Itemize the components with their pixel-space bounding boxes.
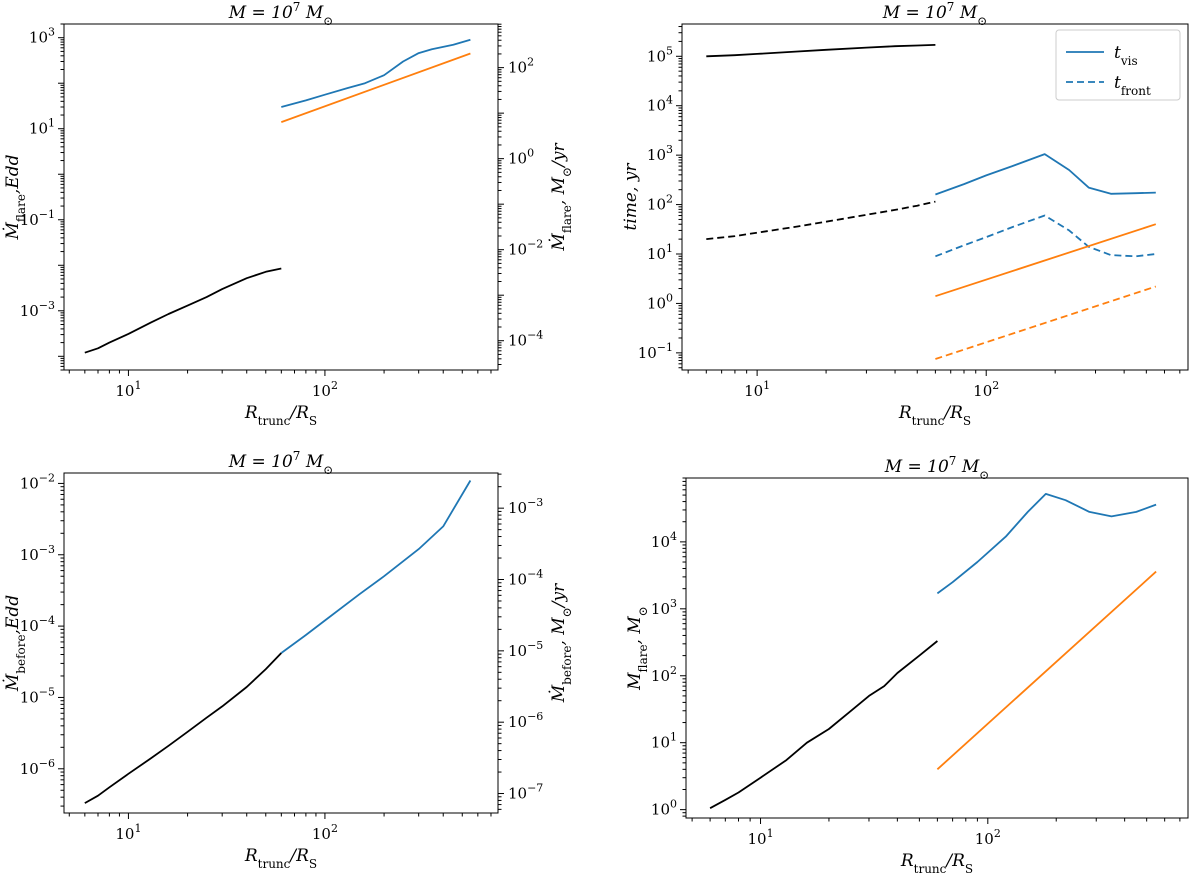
y-tick-label: 103 (651, 597, 677, 618)
y2-tick-label: 10−7 (508, 782, 543, 803)
series-black-solid (706, 44, 936, 58)
series-t_vis (935, 153, 1156, 196)
y-tick-label: 102 (647, 193, 673, 214)
chart-title: M = 107 M⊙ (884, 454, 990, 482)
y-tick-label: 103 (29, 26, 55, 47)
x-tick-label: 101 (115, 822, 141, 843)
x-axis-label: Rtrunc/RS (900, 851, 973, 876)
chart-tr: 101 102 10−1 100 101 102 103 104 105 M = 107 M⊙ Rt… (621, 0, 1189, 428)
y-tick-label: 101 (29, 117, 55, 138)
legend-label: tfront (1114, 73, 1151, 98)
y2-tick-label: 102 (508, 56, 534, 77)
series-orange-dashed (935, 285, 1157, 360)
y2-axis-label: Ṁflare, M⊙/yr (548, 143, 574, 252)
legend: tvis tfront (1055, 29, 1181, 101)
y-tick-label: 10−2 (20, 471, 55, 492)
series-black (84, 652, 282, 804)
axes-frame (685, 477, 1189, 819)
y2-tick-label: 10−4 (508, 329, 543, 350)
x-tick-label: 102 (973, 379, 999, 400)
x-axis-label: Rtrunc/RS (898, 403, 971, 428)
chart-title: M = 107 M⊙ (228, 449, 334, 477)
y-tick-label: 104 (651, 530, 677, 551)
axes-frame (63, 23, 499, 371)
x-tick-label: 101 (744, 379, 770, 400)
series-black (84, 267, 282, 354)
x-axis-label: Rtrunc/RS (244, 846, 317, 871)
chart-title: M = 107 M⊙ (882, 0, 988, 28)
chart-bl: 101 102 10−6 10−5 10−4 10−3 10−2 10−7 10−6 10−5 10… (2, 449, 574, 871)
y2-tick-label: 10−6 (508, 710, 543, 731)
x-tick-label: 102 (975, 827, 1001, 848)
series-blue (281, 38, 471, 108)
y-tick-label: 105 (647, 44, 673, 65)
x-tick-label: 101 (115, 379, 141, 400)
x-tick-label: 102 (312, 822, 338, 843)
y-tick-label: 10−3 (20, 299, 55, 320)
legend-box (1055, 29, 1181, 101)
chart-br: 101 102 100 101 102 103 104 M = 107 M⊙ Rtrunc/RS… (625, 454, 1189, 876)
y-tick-label: 10−4 (20, 614, 55, 635)
series-orange-solid (935, 223, 1157, 298)
series-orange (936, 570, 1157, 770)
y2-tick-label: 10−2 (508, 238, 543, 259)
y-tick-label: 103 (647, 143, 673, 164)
y-axis-label: Ṁbefore,Edd (2, 595, 28, 692)
chart-title: M = 107 M⊙ (228, 0, 334, 28)
y-tick-label: 102 (651, 664, 677, 685)
x-tick-label: 101 (747, 827, 773, 848)
series-blue (936, 492, 1157, 595)
y-tick-label: 101 (651, 731, 677, 752)
axes-frame (63, 472, 499, 814)
y-tick-label: 100 (651, 798, 677, 819)
y-tick-label: 104 (647, 94, 673, 115)
series-black-dashed (706, 200, 936, 240)
y2-tick-label: 10−4 (508, 568, 543, 589)
y-axis-label: Mflare, M⊙ (625, 606, 650, 691)
x-tick-label: 102 (312, 379, 338, 400)
y-tick-label: 100 (647, 291, 673, 312)
x-axis-label: Rtrunc/RS (244, 403, 317, 428)
legend-label: tvis (1114, 43, 1138, 68)
y-axis-label: Ṁflare,Edd (2, 154, 28, 240)
y-tick-label: 101 (647, 242, 673, 263)
series-black (709, 640, 938, 809)
y-tick-label: 10−5 (20, 685, 55, 706)
y-tick-label: 10−3 (20, 543, 55, 564)
y2-tick-label: 100 (508, 147, 534, 168)
series-blue (280, 480, 472, 654)
y2-tick-label: 10−5 (508, 639, 543, 660)
y-tick-label: 10−6 (20, 757, 55, 778)
y-axis-label: time, yr (621, 163, 641, 231)
y2-tick-label: 10−3 (508, 496, 543, 517)
y-tick-label: 10−1 (638, 341, 673, 362)
y2-axis-label: Ṁbefore, M⊙/yr (548, 583, 574, 703)
series-orange (280, 52, 471, 123)
